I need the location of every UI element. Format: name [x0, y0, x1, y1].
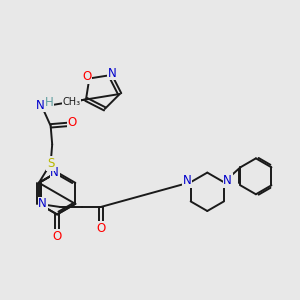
Text: N: N — [36, 99, 45, 112]
Text: S: S — [47, 157, 54, 170]
Text: N: N — [50, 166, 59, 179]
Text: O: O — [52, 230, 62, 243]
Text: N: N — [108, 67, 117, 80]
Text: N: N — [183, 174, 191, 187]
Text: N: N — [38, 197, 47, 210]
Text: O: O — [96, 222, 105, 235]
Text: N: N — [223, 174, 232, 187]
Text: O: O — [68, 116, 77, 129]
Text: O: O — [82, 70, 92, 83]
Text: CH₃: CH₃ — [62, 97, 80, 107]
Text: H: H — [44, 96, 53, 109]
